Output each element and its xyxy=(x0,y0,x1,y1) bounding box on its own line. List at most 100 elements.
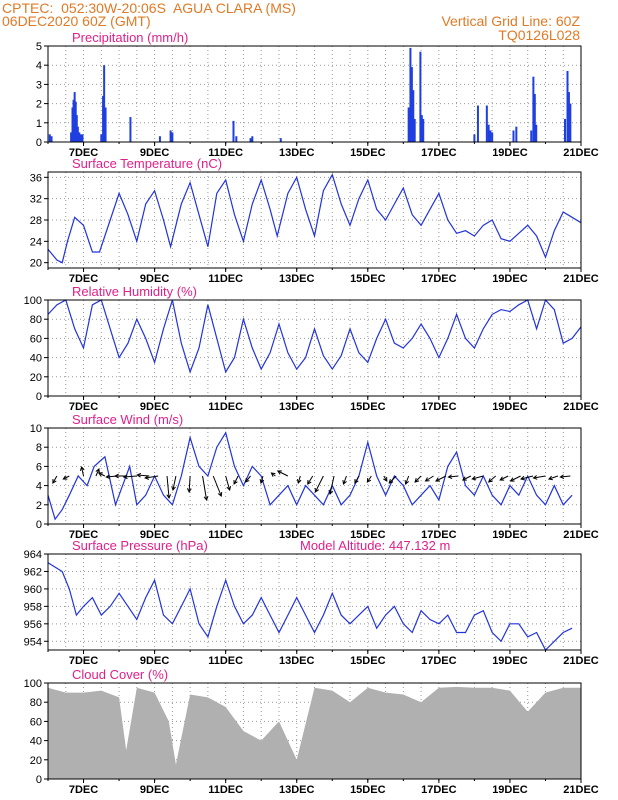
y-tick-label: 28 xyxy=(30,215,42,227)
panel-title: Relative Humidity (%) xyxy=(72,284,197,299)
wind-arrow xyxy=(225,475,231,491)
series-line xyxy=(47,562,573,652)
wind-arrow xyxy=(233,475,239,485)
x-tick-label: 11DEC xyxy=(208,273,243,285)
y-tick-label: 962 xyxy=(24,566,42,578)
y-tick-label: 40 xyxy=(30,736,42,748)
precip-bar xyxy=(533,94,536,142)
precip-bar xyxy=(530,130,533,142)
wind-arrow xyxy=(52,475,58,484)
wind-arrowhead xyxy=(276,470,282,475)
header-station: CPTEC: 052:30W-20:06S AGUA CLARA (MS) xyxy=(2,0,296,16)
precip-bar xyxy=(100,134,103,142)
precip-bar xyxy=(50,136,53,142)
wind-arrowhead xyxy=(461,476,467,481)
wind-arrow xyxy=(307,475,314,485)
precip-bar xyxy=(74,101,77,142)
precip-bar xyxy=(413,118,416,142)
panel-frame xyxy=(47,299,582,397)
y-tick-label: 10 xyxy=(30,423,42,435)
wind-arrow xyxy=(388,475,397,484)
precip-bar xyxy=(171,132,174,142)
wind-arrow xyxy=(366,475,372,483)
y-tick-label: 80 xyxy=(30,314,42,326)
panel-title: Surface Temperature (nC) xyxy=(72,156,222,171)
y-tick-label: 100 xyxy=(24,295,42,307)
panel-title: Surface Wind (m/s) xyxy=(72,412,183,427)
wind-arrow xyxy=(548,475,559,480)
wind-arrowhead xyxy=(226,485,232,492)
wind-arrowhead xyxy=(95,468,100,474)
precip-bar xyxy=(409,47,412,142)
x-tick-label: 19DEC xyxy=(492,784,528,796)
precip-bar xyxy=(71,107,74,142)
precip-bar xyxy=(75,115,78,142)
y-tick-label: 20 xyxy=(30,258,42,270)
y-tick-label: 956 xyxy=(24,619,42,631)
wind-arrowhead xyxy=(499,476,505,481)
wind-arrowhead xyxy=(354,478,359,484)
x-tick-label: 11DEC xyxy=(208,784,243,796)
precip-bar xyxy=(566,70,569,142)
precip-bar xyxy=(79,134,82,142)
wind-arrowhead xyxy=(435,477,440,482)
precip-bar xyxy=(569,103,572,142)
x-tick-label: 15DEC xyxy=(350,784,386,796)
wind-arrowhead xyxy=(296,478,302,485)
precip-bar xyxy=(419,51,422,143)
wind-arrow xyxy=(98,472,106,477)
y-tick-label: 958 xyxy=(24,601,42,613)
y-tick-label: 2 xyxy=(36,500,42,512)
x-tick-label: 21DEC xyxy=(563,401,599,413)
x-tick-label: 13DEC xyxy=(279,273,315,285)
y-tick-label: 20 xyxy=(30,755,42,767)
x-tick-label: 13DEC xyxy=(279,401,315,413)
wind-arrow xyxy=(499,475,509,481)
precip-bar xyxy=(487,124,490,142)
panel-title: Cloud Cover (%) xyxy=(72,667,168,682)
x-tick-label: 15DEC xyxy=(350,655,386,667)
precip-bar xyxy=(70,132,73,142)
panel-4: 0 2 4 6 8 10 7DEC 9DEC 11DEC 13DEC 15DEC 17DEC 19DEC… xyxy=(30,412,599,541)
wind-arrow xyxy=(212,475,222,497)
wind-arrowhead xyxy=(97,472,103,477)
wind-arrowhead xyxy=(447,474,453,480)
y-tick-label: 40 xyxy=(30,353,42,365)
y-tick-label: 0 xyxy=(36,137,42,149)
wind-arrowhead xyxy=(509,477,515,482)
wind-arrow xyxy=(425,475,434,482)
wind-arrowhead xyxy=(404,479,410,485)
precip-bar xyxy=(235,136,238,142)
x-tick-label: 21DEC xyxy=(563,655,599,667)
wind-arrowhead xyxy=(383,476,388,482)
wind-arrow xyxy=(277,470,289,477)
x-tick-label: 19DEC xyxy=(492,273,528,285)
y-tick-label: 0 xyxy=(36,774,42,786)
header-date: 06DEC2020 60Z (GMT) xyxy=(2,13,151,29)
precip-bar xyxy=(491,132,494,142)
y-tick-label: 4 xyxy=(36,60,42,72)
panel-title: Surface Pressure (hPa) xyxy=(72,538,208,553)
wind-arrowhead xyxy=(144,475,150,480)
x-tick-label: 19DEC xyxy=(492,401,528,413)
wind-arrow xyxy=(560,475,571,478)
x-tick-label: 11DEC xyxy=(208,655,243,667)
precip-bar xyxy=(512,130,515,142)
precip-bar xyxy=(81,134,84,142)
panel-6: 0 20 40 60 80 100 7DEC 9DEC 11DEC 13DEC 15DEC 17DEC… xyxy=(24,667,599,796)
precip-bar xyxy=(72,99,75,142)
x-tick-label: 17DEC xyxy=(421,273,457,285)
precip-bar xyxy=(532,76,535,142)
wind-arrowhead xyxy=(62,475,68,480)
y-tick-label: 36 xyxy=(30,172,42,184)
series-line xyxy=(47,431,573,521)
wind-arrow xyxy=(188,475,191,493)
wind-arrow xyxy=(81,466,85,477)
precip-bar xyxy=(515,126,518,142)
wind-arrow xyxy=(314,475,324,493)
wind-arrowhead xyxy=(520,475,526,481)
wind-arrow xyxy=(63,475,70,480)
x-tick-label: 13DEC xyxy=(279,655,315,667)
precip-bar xyxy=(73,92,76,142)
wind-arrow xyxy=(405,475,410,485)
